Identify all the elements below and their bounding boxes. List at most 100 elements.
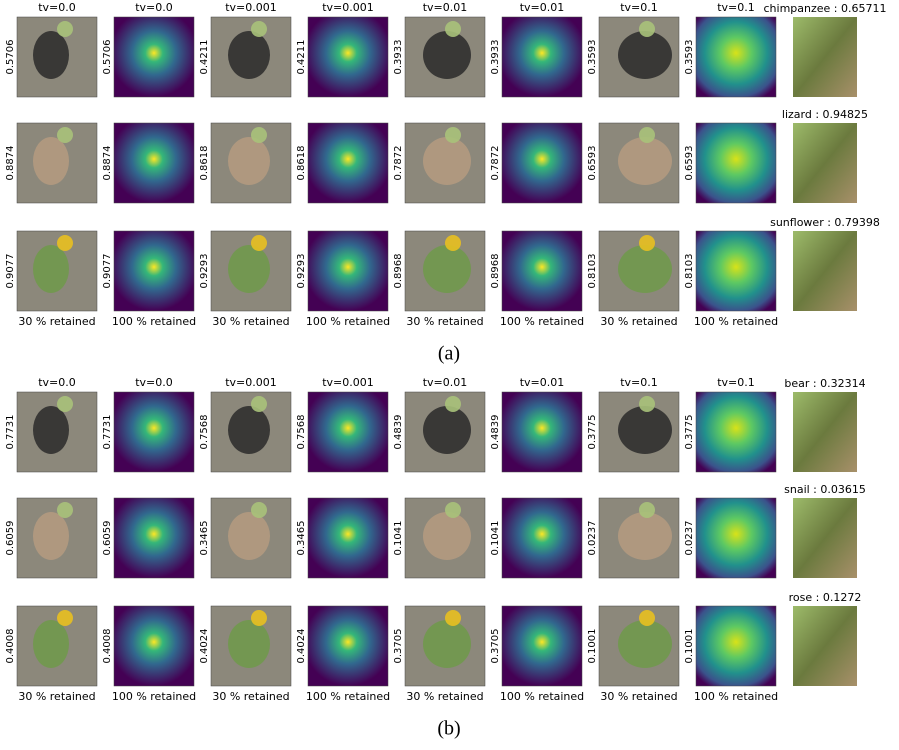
- saliency-map: [308, 231, 388, 311]
- image-patch: [251, 610, 267, 626]
- panel-caption: (a): [438, 343, 460, 365]
- score-label: 0.9293: [296, 254, 307, 289]
- image-patch: [33, 245, 69, 293]
- original-image: [793, 17, 857, 97]
- footer-label: 100 % retained: [112, 315, 196, 328]
- original-image: [793, 123, 857, 203]
- image-patch: [639, 21, 655, 37]
- saliency-map: [308, 392, 388, 472]
- panel-caption: (b): [437, 718, 460, 740]
- column-header: tv=0.0: [38, 1, 76, 14]
- score-label: 0.1041: [490, 521, 501, 556]
- score-label: 0.3593: [684, 40, 695, 75]
- footer-label: 30 % retained: [212, 690, 289, 703]
- score-label: 0.6059: [5, 521, 16, 556]
- image-patch: [423, 137, 471, 185]
- column-header: tv=0.001: [322, 376, 374, 389]
- footer-label: 100 % retained: [694, 690, 778, 703]
- image-patch: [33, 620, 69, 668]
- image-patch: [57, 396, 73, 412]
- image-patch: [445, 396, 461, 412]
- footer-label: 30 % retained: [600, 315, 677, 328]
- footer-label: 30 % retained: [18, 315, 95, 328]
- image-patch: [639, 610, 655, 626]
- score-label: 0.1001: [684, 629, 695, 664]
- saliency-map: [696, 17, 776, 97]
- prediction-label: lizard : 0.94825: [782, 108, 868, 121]
- score-label: 0.9293: [199, 254, 210, 289]
- image-patch: [445, 21, 461, 37]
- image-patch: [228, 406, 270, 454]
- score-label: 0.4211: [296, 40, 307, 75]
- image-patch: [423, 620, 471, 668]
- saliency-map: [502, 498, 582, 578]
- image-patch: [228, 245, 270, 293]
- footer-label: 100 % retained: [694, 315, 778, 328]
- image-patch: [33, 137, 69, 185]
- score-label: 0.4024: [296, 629, 307, 664]
- column-header: tv=0.01: [520, 376, 565, 389]
- score-label: 0.7731: [5, 415, 16, 450]
- score-label: 0.8874: [5, 146, 16, 181]
- original-image: [793, 498, 857, 578]
- score-label: 0.4008: [102, 629, 113, 664]
- image-patch: [251, 396, 267, 412]
- score-label: 0.8103: [587, 254, 598, 289]
- prediction-label: chimpanzee : 0.65711: [764, 2, 887, 15]
- image-patch: [639, 127, 655, 143]
- score-label: 0.3705: [490, 629, 501, 664]
- image-patch: [228, 512, 270, 560]
- score-label: 0.4008: [5, 629, 16, 664]
- footer-label: 100 % retained: [500, 690, 584, 703]
- image-patch: [639, 235, 655, 251]
- saliency-map: [114, 17, 194, 97]
- image-patch: [618, 512, 672, 560]
- footer-label: 30 % retained: [600, 690, 677, 703]
- saliency-map: [308, 498, 388, 578]
- saliency-map: [114, 123, 194, 203]
- original-image: [793, 392, 857, 472]
- column-header: tv=0.1: [620, 1, 658, 14]
- footer-label: 100 % retained: [306, 315, 390, 328]
- image-patch: [228, 31, 270, 79]
- image-patch: [228, 137, 270, 185]
- column-header: tv=0.1: [717, 1, 755, 14]
- score-label: 0.0237: [684, 521, 695, 556]
- prediction-label: snail : 0.03615: [784, 483, 866, 496]
- image-patch: [618, 137, 672, 185]
- original-image: [793, 231, 857, 311]
- score-label: 0.3933: [393, 40, 404, 75]
- saliency-map: [696, 123, 776, 203]
- score-label: 0.9077: [5, 254, 16, 289]
- saliency-map: [114, 392, 194, 472]
- saliency-map: [502, 606, 582, 686]
- column-header: tv=0.1: [620, 376, 658, 389]
- saliency-map: [114, 606, 194, 686]
- footer-label: 100 % retained: [306, 690, 390, 703]
- score-label: 0.1041: [393, 521, 404, 556]
- image-patch: [57, 610, 73, 626]
- image-patch: [618, 406, 672, 454]
- column-header: tv=0.0: [135, 1, 173, 14]
- footer-label: 100 % retained: [500, 315, 584, 328]
- score-label: 0.3593: [587, 40, 598, 75]
- saliency-map: [308, 606, 388, 686]
- score-label: 0.4024: [199, 629, 210, 664]
- column-header: tv=0.1: [717, 376, 755, 389]
- score-label: 0.0237: [587, 521, 598, 556]
- image-patch: [251, 235, 267, 251]
- saliency-map: [114, 498, 194, 578]
- saliency-map: [502, 231, 582, 311]
- saliency-map: [696, 392, 776, 472]
- column-header: tv=0.0: [135, 376, 173, 389]
- score-label: 0.4839: [490, 415, 501, 450]
- image-patch: [618, 620, 672, 668]
- image-patch: [251, 21, 267, 37]
- score-label: 0.8618: [199, 146, 210, 181]
- image-patch: [445, 127, 461, 143]
- image-patch: [251, 127, 267, 143]
- score-label: 0.7872: [490, 146, 501, 181]
- column-header: tv=0.01: [520, 1, 565, 14]
- score-label: 0.5706: [5, 40, 16, 75]
- image-patch: [639, 502, 655, 518]
